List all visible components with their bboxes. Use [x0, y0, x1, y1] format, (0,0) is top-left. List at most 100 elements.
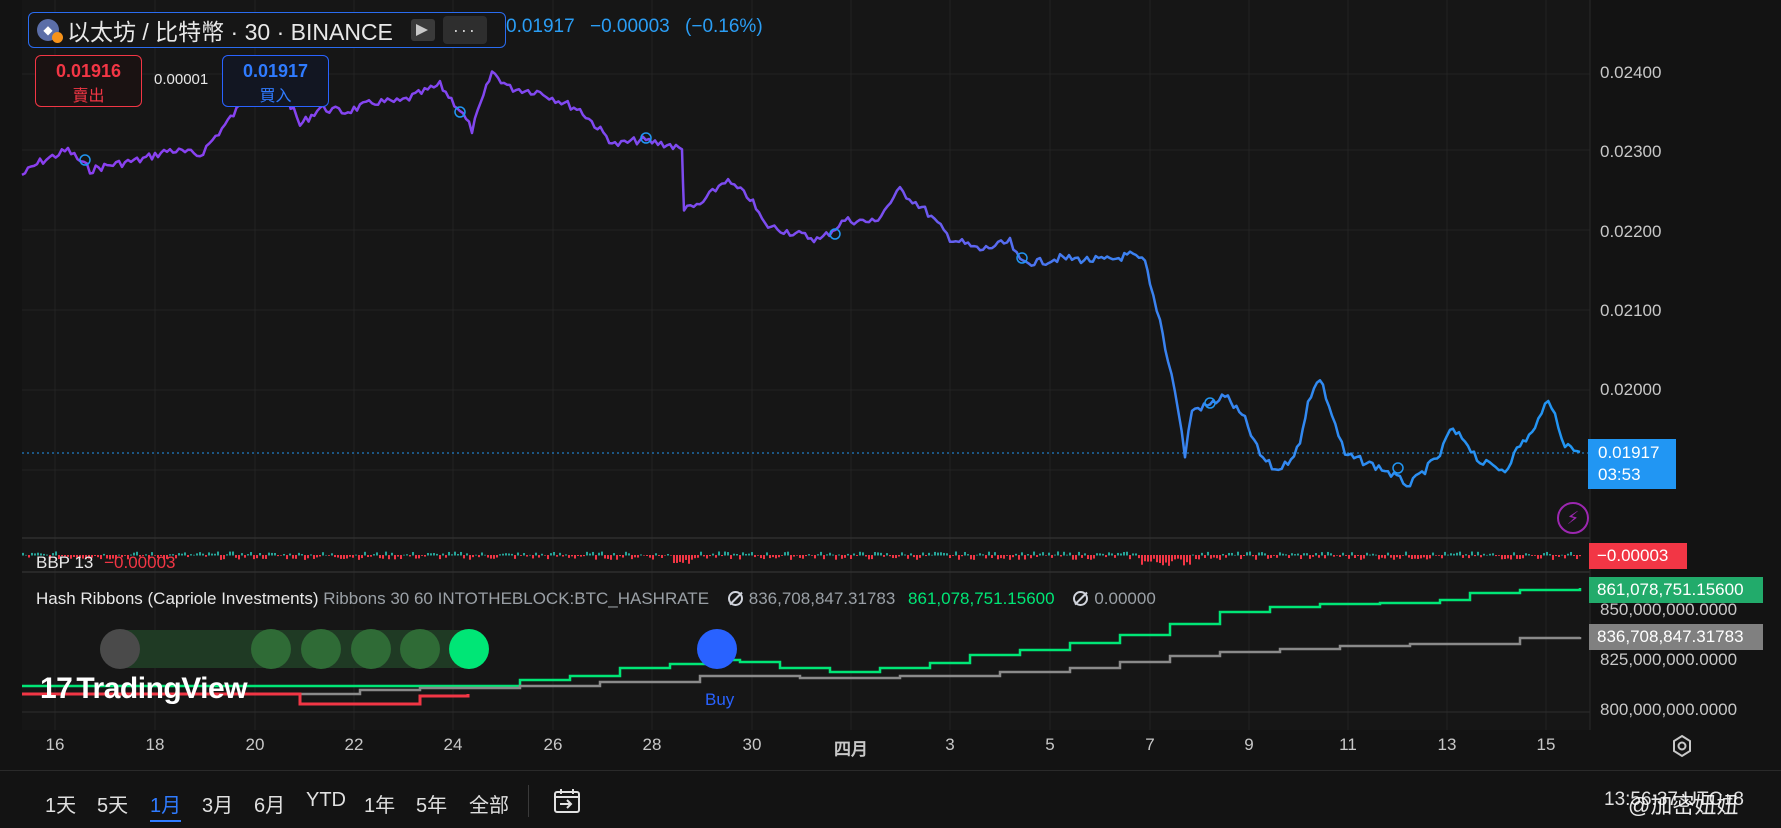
bbp-bar — [88, 555, 90, 559]
more-icon[interactable]: ··· — [442, 16, 487, 44]
time-tick: 24 — [443, 735, 463, 754]
bbp-bar — [355, 554, 357, 556]
bbp-bar — [139, 555, 141, 557]
bbp-bar — [1186, 555, 1188, 563]
bbp-bar — [1000, 555, 1002, 559]
bbp-bar — [847, 553, 849, 556]
bbp-bar — [328, 555, 330, 556]
bbp-bar — [94, 555, 96, 556]
hr-slow-tag: 836,708,847.31783 — [1589, 624, 1763, 650]
bbp-bar — [181, 553, 183, 556]
bbp-bar — [163, 555, 165, 560]
bbp-legend[interactable]: BBP 13 −0.00003 — [36, 553, 176, 573]
bbp-bar — [583, 555, 585, 557]
hr-params: Ribbons 30 60 INTOTHEBLOCK:BTC_HASHRATE — [323, 589, 710, 608]
bbp-bar — [520, 555, 522, 556]
tradingview-logo[interactable]: 17 TradingView — [40, 672, 248, 706]
bbp-bar — [316, 555, 318, 558]
quote-line: 0.01917 −0.00003 (−0.16%) — [506, 16, 773, 38]
hash-ribbons-legend[interactable]: Hash Ribbons (Capriole Investments) Ribb… — [36, 589, 1156, 609]
bbp-bar — [820, 551, 822, 556]
bbp-bar — [1018, 555, 1020, 560]
go-to-date-icon[interactable] — [552, 787, 582, 815]
settings-gear-icon[interactable] — [1670, 734, 1694, 758]
bbp-bar — [250, 552, 252, 556]
bbp-bar — [349, 555, 351, 557]
chart-area[interactable] — [22, 0, 1590, 730]
bbp-bar — [1579, 555, 1581, 557]
flag-icon[interactable] — [410, 19, 435, 41]
range-5y-button[interactable]: 5年 — [416, 795, 448, 817]
bbp-bar — [253, 555, 255, 560]
bbp-bar — [1390, 555, 1392, 558]
bbp-bar — [1360, 555, 1362, 560]
bbp-bar — [121, 555, 123, 558]
bbp-bar — [1045, 555, 1047, 556]
bbp-bar — [628, 553, 630, 556]
bbp-bar — [640, 554, 642, 556]
bbp-bar — [1162, 555, 1164, 566]
bbp-bar — [229, 551, 231, 556]
bbp-bar — [238, 555, 240, 560]
bbp-bar — [772, 555, 774, 558]
bbp-bar — [1270, 555, 1272, 558]
bbp-bar — [1246, 552, 1248, 556]
range-1d-button[interactable]: 1天 — [45, 795, 77, 817]
bbp-bar — [568, 555, 570, 558]
bbp-bar — [409, 555, 411, 557]
range-6m-button[interactable]: 6月 — [254, 795, 286, 817]
bbp-bar — [1174, 555, 1176, 560]
event-marker — [640, 132, 652, 144]
range-all-button[interactable]: 全部 — [469, 795, 509, 817]
bbp-bar — [262, 555, 264, 559]
bbp-bar — [877, 552, 879, 556]
bbp-bar — [1165, 555, 1167, 563]
bbp-bar — [268, 552, 270, 556]
time-axis[interactable]: 16 18 20 22 24 26 28 30 四月 3 5 7 9 11 13… — [0, 735, 1781, 763]
symbol-header[interactable]: ◆ 以太坊 / 比特幣 · 30 · BINANCE ··· — [28, 12, 506, 48]
bbp-bar — [1576, 555, 1578, 560]
time-tick: 22 — [344, 735, 364, 754]
range-1y-button[interactable]: 1年 — [364, 795, 396, 817]
bbp-bar — [1237, 551, 1239, 556]
bbp-bar — [853, 553, 855, 556]
bbp-bar — [226, 554, 228, 556]
bbp-bar — [1288, 555, 1290, 559]
clock[interactable]: 13:56:37 UTC+8 — [1604, 789, 1744, 810]
bbp-bar — [766, 552, 768, 556]
range-1m-button[interactable]: 1月 — [150, 789, 182, 822]
bbp-bar — [1276, 555, 1278, 558]
bbp-bar — [1060, 555, 1062, 557]
null-icon — [727, 591, 743, 606]
bbp-bar — [646, 555, 648, 556]
flash-icon[interactable]: ⚡ — [1557, 502, 1589, 534]
bbp-bar — [676, 555, 678, 563]
bbp-bar — [1285, 554, 1287, 556]
price-tick: 0.02000 — [1600, 380, 1662, 399]
bbp-bar — [478, 555, 480, 558]
sell-button[interactable]: 0.01916 賣出 — [35, 55, 142, 107]
bbp-bar — [307, 555, 309, 559]
bbp-bar — [1378, 555, 1380, 560]
bbp-bar — [436, 553, 438, 556]
bbp-bar — [1549, 554, 1551, 556]
bbp-bar — [1069, 552, 1071, 556]
buy-button[interactable]: 0.01917 買入 — [222, 55, 329, 107]
bbp-value-tag: −0.00003 — [1589, 543, 1687, 569]
bbp-bar — [634, 555, 636, 558]
bbp-bar — [391, 552, 393, 556]
bbp-bar — [1564, 555, 1566, 559]
range-3m-button[interactable]: 3月 — [202, 795, 234, 817]
range-5d-button[interactable]: 5天 — [97, 795, 129, 817]
bbp-bar — [550, 553, 552, 556]
bbp-bar — [286, 555, 288, 560]
bbp-bar — [1489, 553, 1491, 556]
bbp-bar — [304, 555, 306, 560]
bbp-bar — [742, 552, 744, 556]
bbp-bar — [1447, 554, 1449, 556]
bbp-bar — [1108, 552, 1110, 556]
bbp-bar — [406, 554, 408, 556]
range-ytd-button[interactable]: YTD — [306, 789, 346, 811]
